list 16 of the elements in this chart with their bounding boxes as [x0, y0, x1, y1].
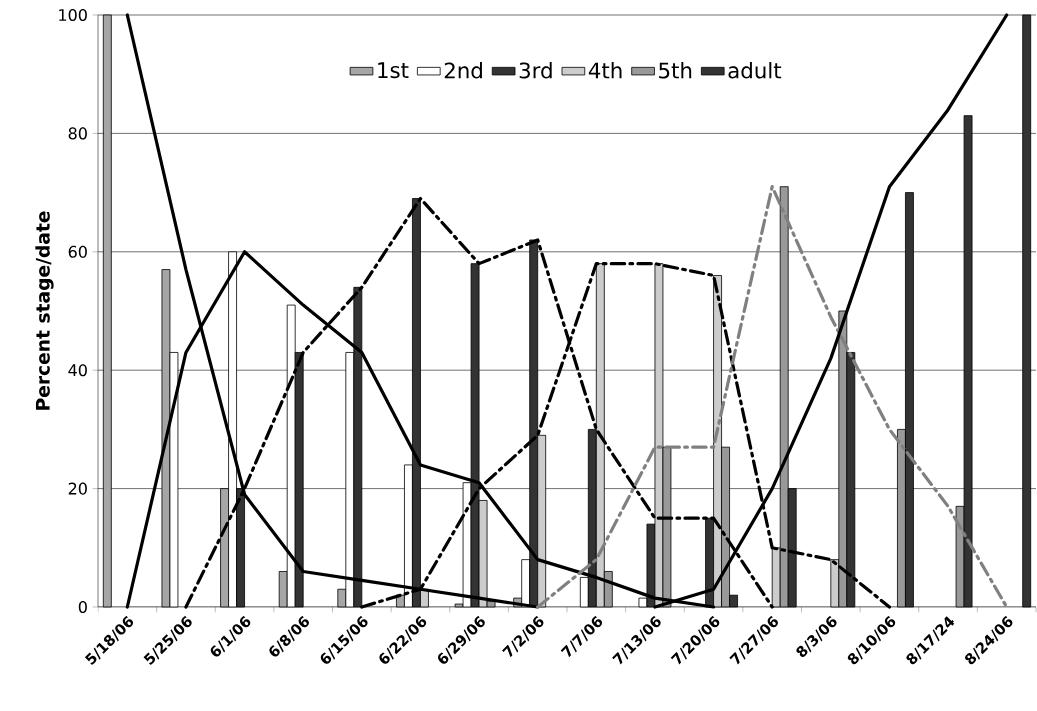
legend-label: 1st	[378, 62, 409, 79]
legend-label: 4th	[588, 62, 622, 79]
legend-label: 5th	[659, 62, 692, 79]
bar	[1022, 14, 1032, 608]
y-tick-label: 40	[68, 364, 87, 377]
line-series	[536, 185, 1009, 609]
y-axis-title: Percent stage/date	[35, 211, 54, 410]
y-tick-label: 20	[68, 482, 87, 495]
y-tick-label: 60	[68, 245, 87, 258]
legend-label: 3rd	[519, 62, 552, 79]
y-tick-label: 100	[59, 8, 87, 22]
y-tick-label: 80	[68, 127, 87, 140]
legend-label: adult	[728, 62, 782, 79]
y-tick-label: 0	[78, 600, 87, 614]
legend-label: 2nd	[444, 62, 482, 79]
bar	[102, 14, 112, 608]
